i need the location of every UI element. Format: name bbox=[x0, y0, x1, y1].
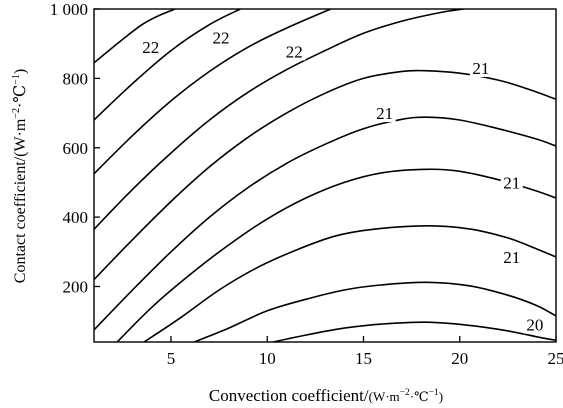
contour-label-bg bbox=[523, 315, 546, 334]
plot-frame bbox=[93, 8, 557, 343]
contour-line-1 bbox=[94, 9, 176, 64]
contour-line-3 bbox=[94, 9, 332, 175]
contour-label-6: 21 bbox=[503, 173, 520, 192]
y-tick-label: 800 bbox=[63, 69, 89, 88]
y-tick-label: 600 bbox=[63, 139, 89, 158]
y-tick-label: 1 000 bbox=[50, 0, 88, 19]
contour-line-2 bbox=[94, 9, 241, 121]
contour-line-6 bbox=[94, 116, 556, 331]
contour-label-7: 21 bbox=[503, 248, 520, 267]
contour-line-7 bbox=[116, 168, 556, 342]
y-axis-title: Contact coefficient/(W·m−2·℃−1) bbox=[11, 69, 29, 283]
x-axis-ticks: 5 10 15 20 25 bbox=[167, 336, 563, 368]
contour-label-bg bbox=[210, 28, 233, 47]
contour-label-8: 20 bbox=[526, 316, 543, 335]
contour-lines bbox=[94, 9, 556, 342]
y-tick-label: 400 bbox=[63, 208, 89, 227]
contour-label-bg bbox=[500, 173, 523, 192]
contour-label-3: 22 bbox=[286, 42, 303, 61]
x-tick-label: 25 bbox=[548, 349, 563, 368]
contour-line-8 bbox=[143, 224, 556, 342]
contour-label-bg bbox=[500, 248, 523, 267]
contour-label-bg bbox=[469, 58, 492, 77]
contour-line-9 bbox=[193, 281, 556, 342]
x-axis-title: Convection coefficient/(W·m−2·℃−1) bbox=[209, 386, 443, 405]
contour-line-5 bbox=[94, 69, 556, 281]
y-tick-label: 200 bbox=[63, 278, 89, 297]
contour-line-4 bbox=[94, 9, 464, 230]
contour-label-4: 21 bbox=[472, 59, 489, 78]
y-axis-ticks: 200 400 600 800 1 000 bbox=[50, 0, 100, 297]
contour-line-10 bbox=[272, 321, 556, 342]
x-tick-label: 15 bbox=[355, 349, 372, 368]
contour-label-bg bbox=[283, 42, 306, 61]
contour-labels: 22 22 22 21 21 21 21 20 bbox=[139, 28, 546, 335]
x-tick-label: 10 bbox=[259, 349, 276, 368]
contour-label-5: 21 bbox=[376, 104, 393, 123]
contour-label-bg bbox=[139, 38, 162, 57]
contour-label-1: 22 bbox=[142, 38, 159, 57]
x-tick-label: 5 bbox=[167, 349, 176, 368]
contour-label-bg bbox=[373, 104, 396, 123]
contour-label-2: 22 bbox=[213, 28, 230, 47]
x-tick-label: 20 bbox=[451, 349, 468, 368]
